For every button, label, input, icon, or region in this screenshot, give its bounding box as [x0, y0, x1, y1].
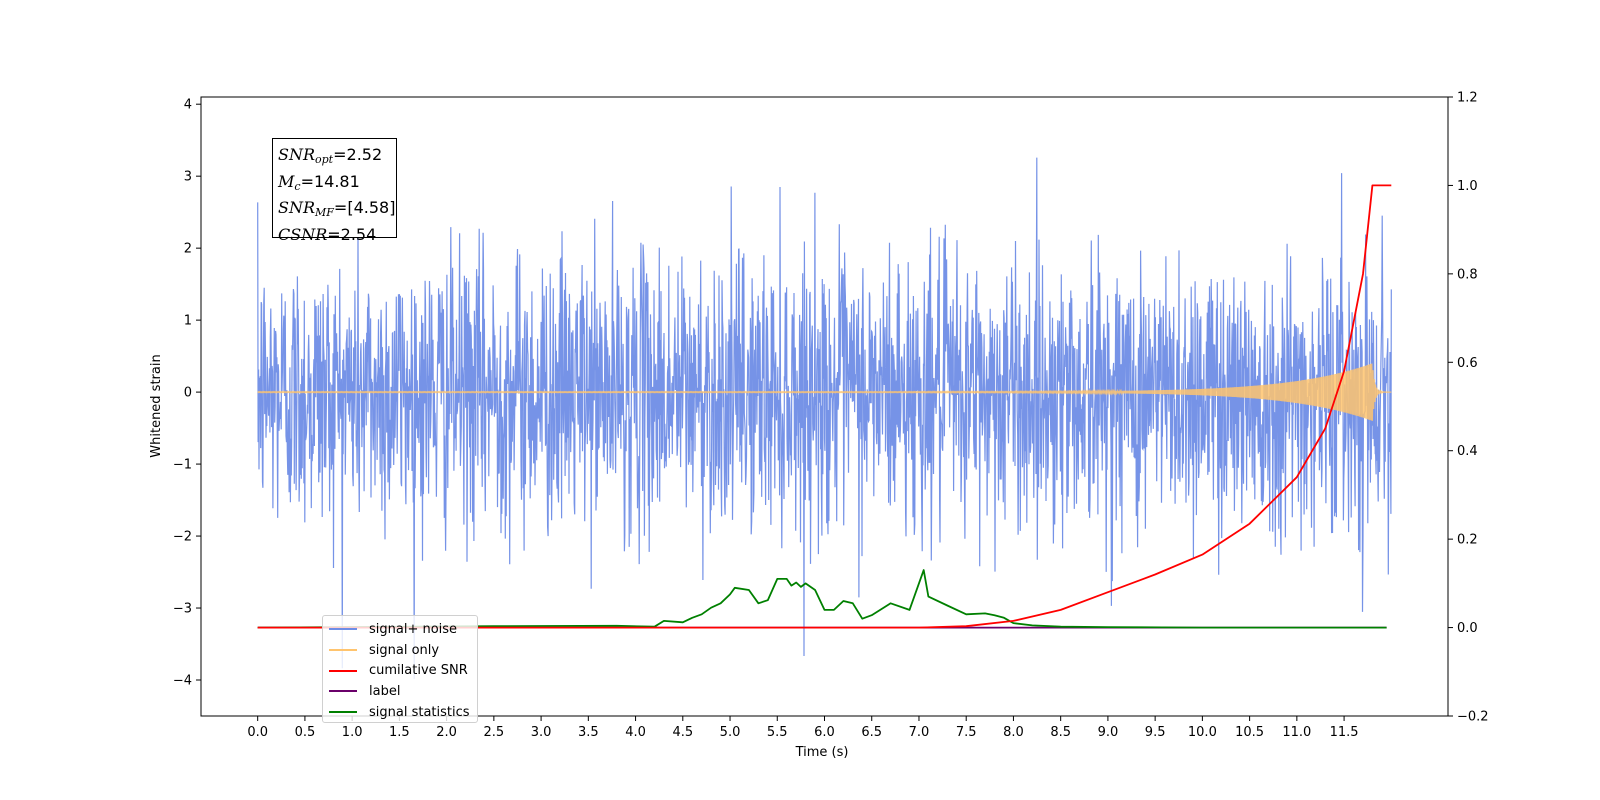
annotation-box: SNRopt=2.52 Mc=14.81 SNRMF=[4.58] CSNR=2…: [272, 138, 397, 244]
y-tick-label: 2: [184, 242, 192, 257]
x-tick-label: 11.0: [1282, 725, 1311, 740]
legend-item-signal-only: signal only: [329, 640, 471, 661]
x-tick-label: 3.0: [531, 725, 552, 740]
series-signal-noise: [257, 157, 1392, 679]
y-tick-label: −4: [173, 674, 192, 689]
annotation-chirp-mass: Mc=14.81: [278, 171, 360, 193]
x-tick-label: 3.5: [578, 725, 599, 740]
x-tick-label: 7.5: [956, 725, 977, 740]
series-signal-only: [257, 363, 1392, 421]
x-tick-label: 9.0: [1098, 725, 1119, 740]
y-axis-left: −4 −3 −2 −1 0 1 2 3 4: [173, 98, 201, 689]
y-axis-right: −0.2 0.0 0.2 0.4 0.6 0.8 1.0 1.2: [1448, 91, 1489, 725]
x-tick-label: 7.0: [909, 725, 930, 740]
x-tick-label: 9.5: [1145, 725, 1166, 740]
annotation-snr-opt: SNRopt=2.52: [278, 145, 383, 166]
legend-item-signal-noise: signal+ noise: [329, 619, 471, 640]
y-tick-label: −3: [173, 602, 192, 617]
series-line-cumilative-snr: [257, 184, 1392, 629]
x-tick-label: 6.0: [814, 725, 835, 740]
y2-tick-label: 1.2: [1457, 91, 1478, 106]
x-tick-label: 5.0: [720, 725, 741, 740]
series-line-signal-statistics: [257, 569, 1387, 629]
y-tick-label: 4: [184, 98, 192, 113]
x-tick-label: 0.0: [247, 725, 268, 740]
x-tick-label: 6.5: [861, 725, 882, 740]
y2-tick-label: 0.0: [1457, 621, 1478, 636]
x-tick-label: 4.0: [625, 725, 646, 740]
legend: signal+ noise signal only cumilative SNR…: [322, 615, 478, 723]
y2-tick-label: 0.4: [1457, 444, 1478, 459]
x-tick-label: 2.0: [436, 725, 457, 740]
legend-item-label: label: [329, 681, 471, 702]
y2-tick-label: 0.6: [1457, 356, 1478, 371]
series-line-signal-noise: [257, 157, 1392, 679]
x-axis: 0.0 0.5 1.0 1.5 2.0 2.5 3.0 3.5 4.0 4.5 5.0 5.5 6.0 6…: [247, 716, 1359, 740]
x-tick-label: 5.5: [767, 725, 788, 740]
y-tick-label: −2: [173, 530, 192, 545]
y-axis-label: Whitened strain: [149, 354, 164, 457]
x-tick-label: 0.5: [295, 725, 316, 740]
y2-tick-label: 0.8: [1457, 267, 1478, 282]
x-tick-label: 1.0: [342, 725, 363, 740]
x-tick-label: 11.5: [1330, 725, 1359, 740]
annotation-snr-mf: SNRMF=[4.58]: [278, 198, 396, 219]
x-tick-label: 2.5: [484, 725, 505, 740]
y-tick-label: 0: [184, 386, 192, 401]
y2-tick-label: 1.0: [1457, 179, 1478, 194]
series-line-signal-only: [257, 363, 1392, 421]
x-tick-label: 10.5: [1235, 725, 1264, 740]
x-axis-label: Time (s): [795, 745, 849, 760]
y2-tick-label: −0.2: [1457, 710, 1489, 725]
y-tick-label: 1: [184, 314, 192, 329]
x-tick-label: 1.5: [389, 725, 410, 740]
x-tick-label: 10.0: [1188, 725, 1217, 740]
y-tick-label: −1: [173, 458, 192, 473]
y2-tick-label: 0.2: [1457, 533, 1478, 548]
x-tick-label: 8.5: [1050, 725, 1071, 740]
annotation-csnr: CSNR=2.54: [278, 224, 377, 244]
legend-item-cumulative-snr: cumilative SNR: [329, 660, 471, 681]
x-tick-label: 4.5: [672, 725, 693, 740]
x-tick-label: 8.0: [1003, 725, 1024, 740]
legend-item-signal-statistics: signal statistics: [329, 702, 471, 723]
y-tick-label: 3: [184, 170, 192, 185]
